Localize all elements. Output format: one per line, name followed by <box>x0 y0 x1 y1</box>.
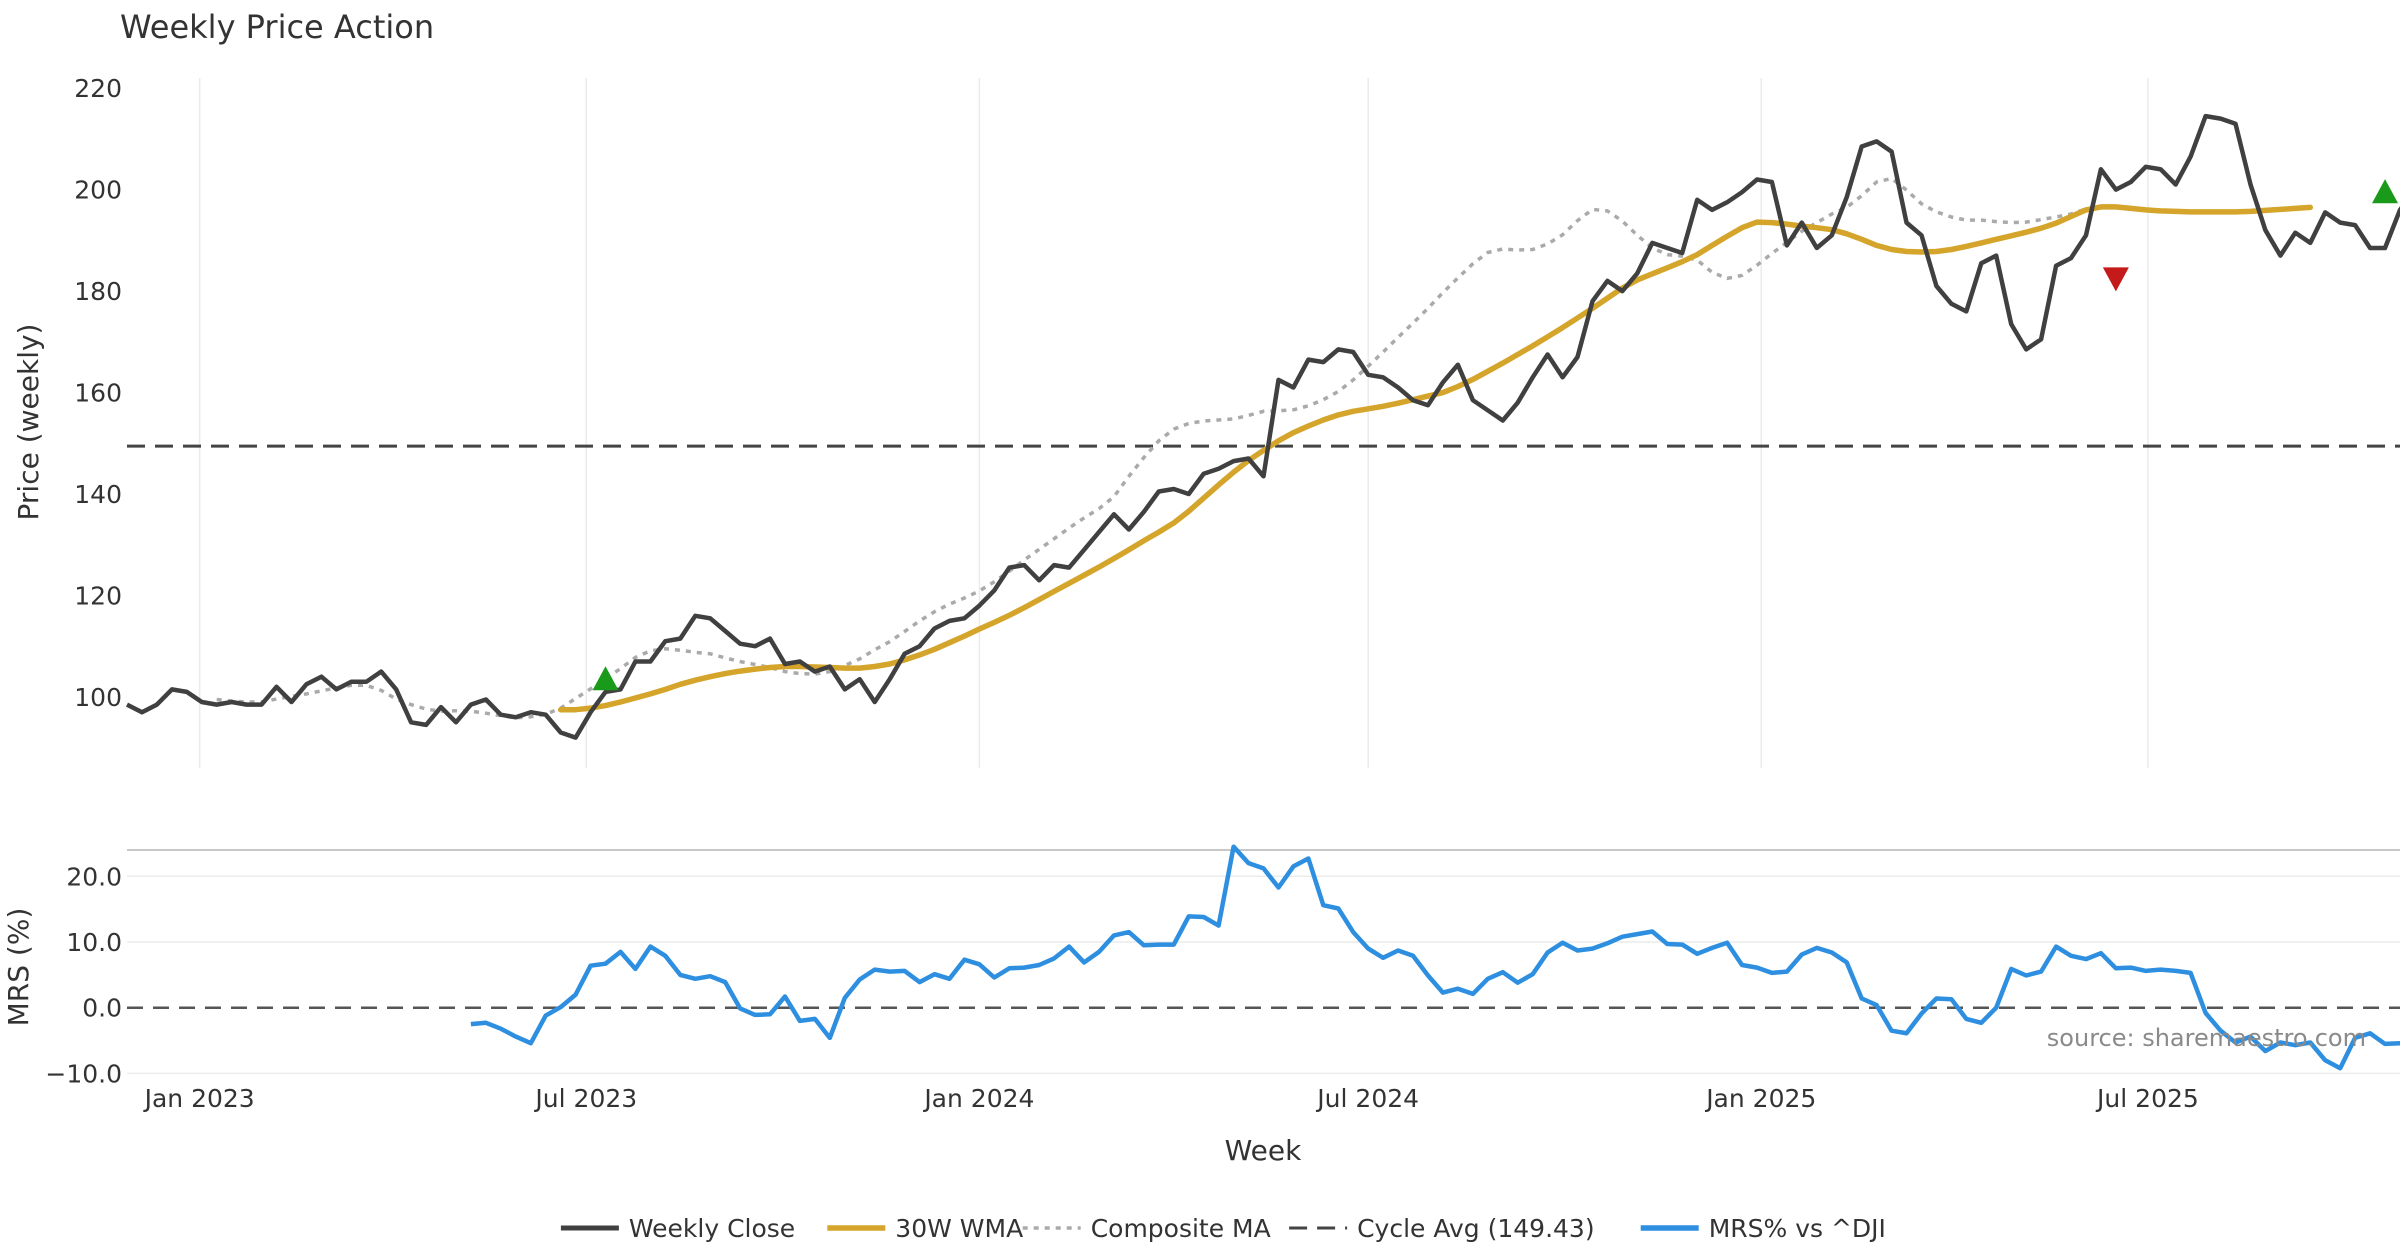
legend-label: Weekly Close <box>629 1214 795 1243</box>
legend: Weekly Close 30W WMA Composite MA Cycle Avg… <box>560 1214 1886 1243</box>
legend-item: MRS% vs ^DJI <box>1640 1214 1886 1243</box>
price-ytick-label: 180 <box>74 277 122 306</box>
buy-signal-marker <box>592 666 619 691</box>
x-tick-label: Jul 2024 <box>1315 1084 1419 1113</box>
x-tick-label: Jan 2023 <box>143 1084 255 1113</box>
source-note: source: sharemaestro.com <box>2047 1024 2366 1052</box>
price-ytick-label: 120 <box>74 582 122 611</box>
x-tick-label: Jul 2023 <box>533 1084 637 1113</box>
weekly-close-line <box>125 113 2400 740</box>
sell-signal-marker <box>2102 267 2129 292</box>
price-ytick-label: 100 <box>74 683 122 712</box>
price-ytick-label: 200 <box>74 176 122 205</box>
chart-title: Weekly Price Action <box>120 8 434 46</box>
legend-item: Weekly Close <box>560 1214 795 1243</box>
legend-label: 30W WMA <box>895 1214 1023 1243</box>
composite-ma-line <box>216 176 2087 720</box>
x-tick-label: Jul 2025 <box>2095 1084 2199 1113</box>
mrs-ytick-label: −10.0 <box>45 1059 122 1088</box>
legend-item: Composite MA <box>1022 1214 1271 1243</box>
x-axis-title: Week <box>1225 1134 1302 1167</box>
mrs-panel: 20.0 10.0 0.0 −10.0 MRS (%) <box>2 844 2400 1088</box>
wma-30w-line <box>557 204 2314 713</box>
legend-label: Cycle Avg (149.43) <box>1357 1214 1595 1243</box>
price-y-axis-title: Price (weekly) <box>12 324 45 521</box>
x-tick-label: Jan 2024 <box>922 1084 1034 1113</box>
price-panel: 100 120 140 160 180 200 220 Price (weekly) <box>12 74 2400 768</box>
mrs-y-axis-title: MRS (%) <box>2 908 35 1027</box>
x-tick-label: Jan 2025 <box>1704 1084 1816 1113</box>
legend-item: 30W WMA <box>827 1214 1023 1243</box>
mrs-ytick-label: 20.0 <box>66 862 122 891</box>
legend-item: Cycle Avg (149.43) <box>1289 1214 1595 1243</box>
price-ytick-label: 160 <box>74 379 122 408</box>
mrs-line <box>470 844 2400 1071</box>
price-ytick-label: 140 <box>74 480 122 509</box>
mrs-ytick-label: 0.0 <box>82 994 122 1023</box>
price-ytick-label: 220 <box>74 74 122 103</box>
legend-label: Composite MA <box>1091 1214 1271 1243</box>
x-axis: Jan 2023 Jul 2023 Jan 2024 Jul 2024 Jan 2025… <box>143 1084 2199 1113</box>
buy-signal-marker <box>2372 179 2399 204</box>
legend-label: MRS% vs ^DJI <box>1709 1214 1886 1243</box>
mrs-ytick-label: 10.0 <box>66 928 122 957</box>
